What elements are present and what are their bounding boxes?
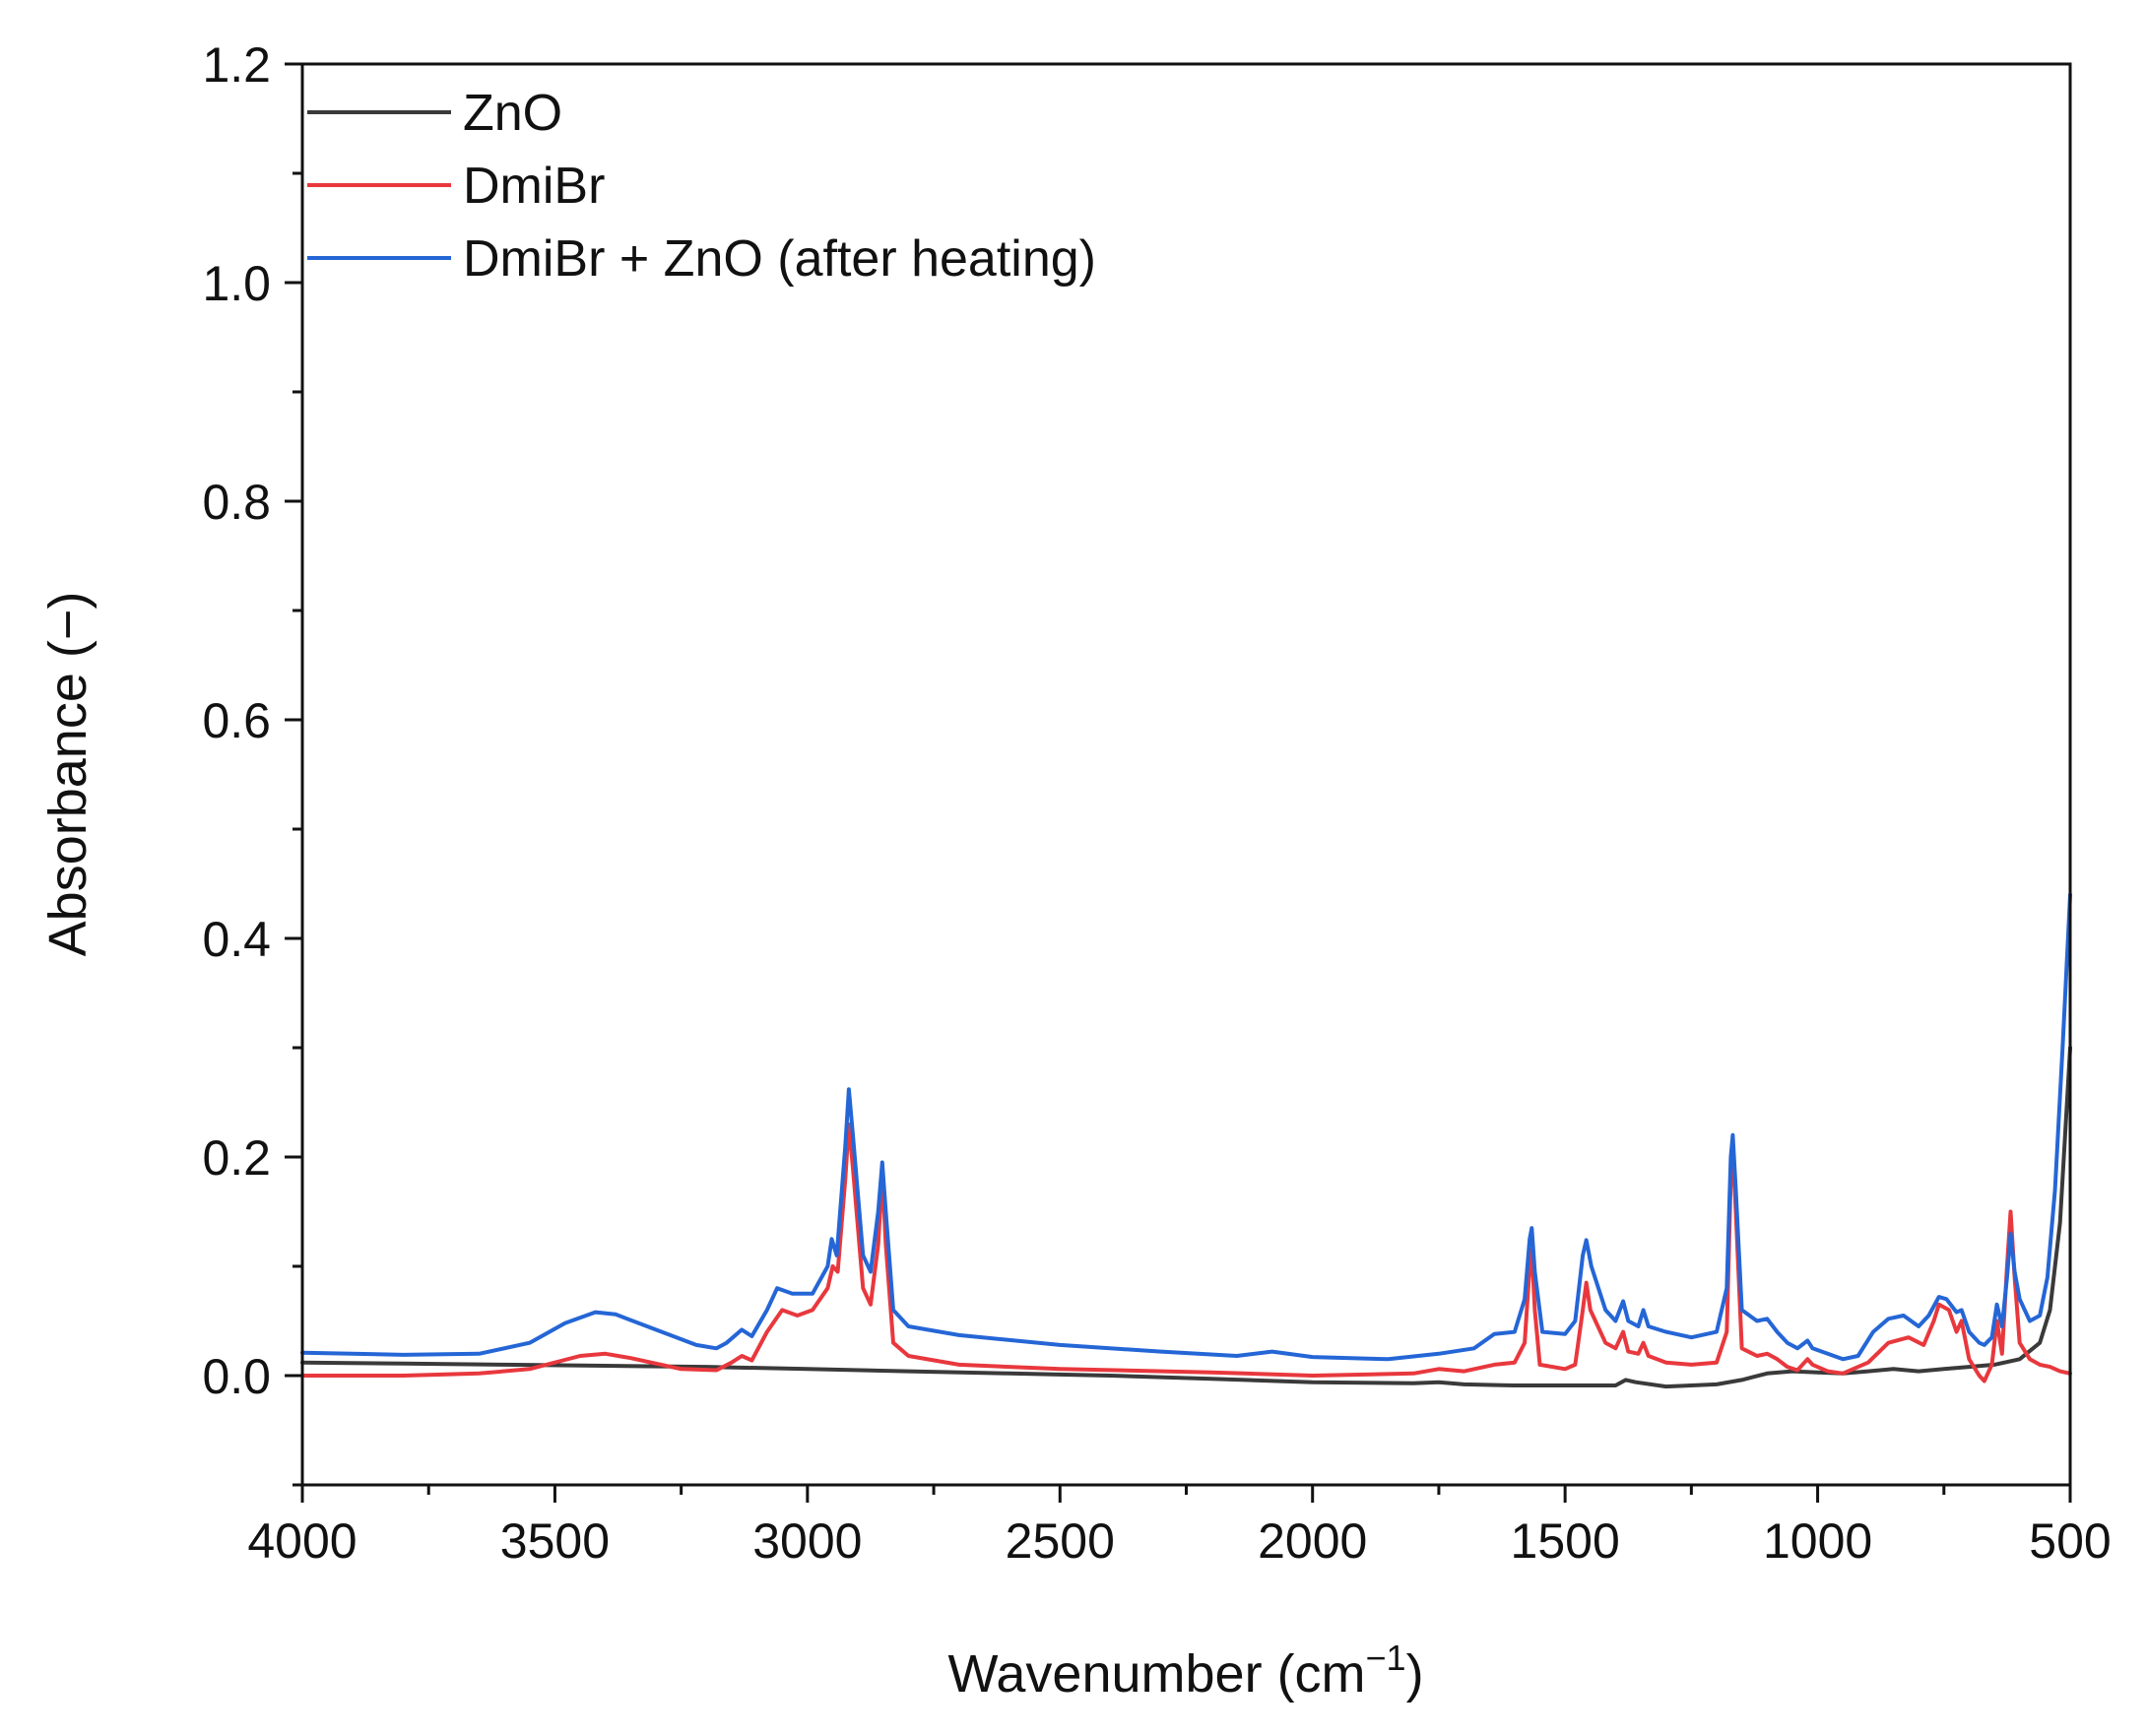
x-tick-label: 2000 bbox=[1258, 1513, 1367, 1569]
x-tick-label: 500 bbox=[2029, 1513, 2111, 1569]
legend-label-dmibr: DmiBr bbox=[463, 158, 605, 215]
y-tick-label: 0.4 bbox=[202, 912, 271, 967]
series-layer bbox=[300, 892, 2072, 1389]
x-axis-title: Wavenumber (cm−1) bbox=[947, 1638, 1423, 1704]
x-tick-label: 2500 bbox=[1006, 1513, 1115, 1569]
y-tick-label: 0.6 bbox=[202, 693, 271, 748]
y-tick-label: 0.0 bbox=[202, 1349, 271, 1404]
y-tick-label: 0.8 bbox=[202, 475, 271, 530]
y-axis-ticks: 0.0 0.2 0.4 0.6 0.8 1.0 1.2 bbox=[202, 37, 302, 1487]
y-tick-label: 0.2 bbox=[202, 1130, 271, 1186]
y-tick-label: 1.0 bbox=[202, 256, 271, 311]
legend: ZnO DmiBr DmiBr + ZnO (after heating) bbox=[307, 85, 1096, 288]
series-line-2 bbox=[300, 892, 2072, 1362]
y-tick-label: 1.2 bbox=[202, 37, 271, 93]
x-axis-title-main: Wavenumber (cm bbox=[947, 1644, 1365, 1704]
series-line-0 bbox=[300, 1046, 2072, 1389]
series-line-1 bbox=[300, 1122, 2072, 1383]
x-axis-title-superscript: −1 bbox=[1366, 1638, 1406, 1678]
x-axis-ticks: 4000 3500 3000 2500 2000 1500 1000 500 bbox=[247, 1485, 2112, 1569]
y-axis-title: Absorbance (−) bbox=[38, 592, 98, 957]
x-tick-label: 1000 bbox=[1763, 1513, 1872, 1569]
legend-label-zno: ZnO bbox=[463, 85, 562, 142]
x-tick-label: 3000 bbox=[752, 1513, 862, 1569]
x-tick-label: 3500 bbox=[500, 1513, 610, 1569]
x-tick-label: 4000 bbox=[247, 1513, 357, 1569]
x-tick-label: 1500 bbox=[1511, 1513, 1620, 1569]
legend-label-dmibr-zno: DmiBr + ZnO (after heating) bbox=[463, 230, 1096, 288]
x-axis-title-suffix: ) bbox=[1406, 1644, 1424, 1704]
